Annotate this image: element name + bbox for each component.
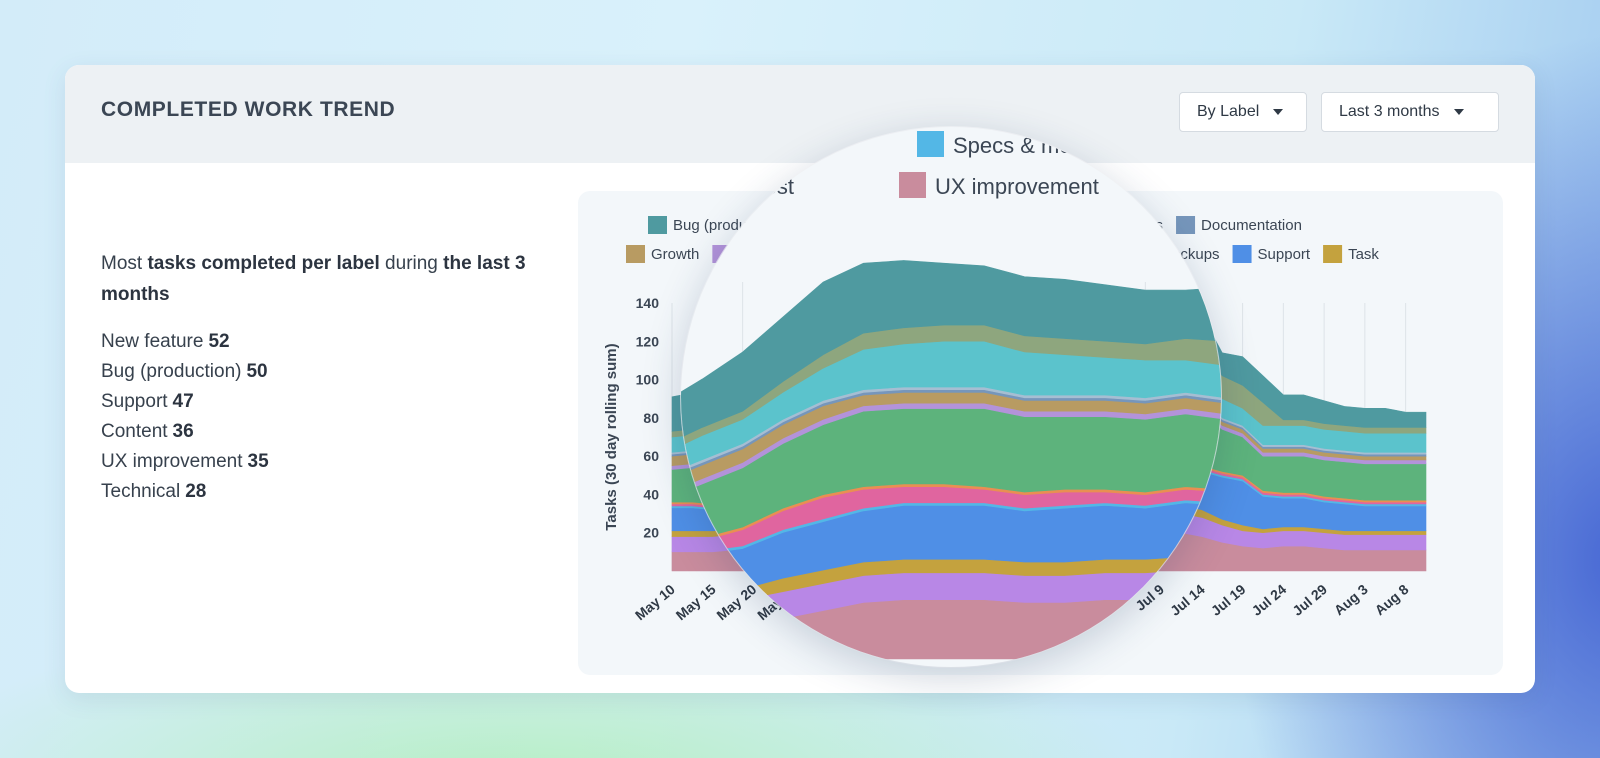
group-by-dropdown[interactable]: By Label	[1179, 92, 1307, 132]
x-tick-label: Jul 29	[1289, 581, 1330, 619]
summary-item: Bug (production) 50	[101, 361, 268, 382]
legend-swatch	[917, 131, 944, 157]
summary-heading: Most tasks completed per label during th…	[101, 253, 526, 305]
legend-swatch	[1176, 216, 1196, 234]
legend-label: Growth	[651, 246, 699, 263]
x-tick-label: May 10	[632, 581, 678, 623]
y-tick-label: 80	[643, 410, 659, 426]
legend-label: Support	[1258, 246, 1311, 263]
legend-swatch	[648, 216, 667, 234]
legend-label: Documentation	[1201, 217, 1302, 234]
legend-swatch	[1232, 245, 1252, 263]
x-tick-label: Aug 3	[1331, 581, 1371, 618]
y-tick-label: 140	[636, 295, 660, 311]
y-tick-label: 40	[643, 486, 659, 502]
legend-swatch	[681, 172, 703, 198]
summary-item: Content 36	[101, 421, 194, 442]
legend-swatch	[899, 172, 926, 198]
legend-swatch	[1323, 245, 1343, 263]
x-tick-label: Aug 8	[1371, 581, 1411, 618]
legend-label: Task	[1348, 246, 1379, 263]
legend-label: UX improvement	[935, 174, 1099, 199]
caret-down-icon	[1273, 109, 1284, 115]
summary-item: UX improvement 35	[101, 451, 269, 472]
y-tick-label: 120	[636, 333, 660, 349]
summary-list: New feature 52 Bug (production) 50 Support…	[101, 327, 269, 507]
card-title: COMPLETED WORK TREND	[101, 98, 396, 121]
card-header: COMPLETED WORK TREND By Label Last 3 mon…	[65, 65, 1535, 163]
area-bug-production	[681, 260, 1221, 438]
summary-item: Support 47	[101, 391, 194, 412]
legend-label: Request	[712, 174, 794, 199]
x-tick-label: Jul 24	[1249, 581, 1290, 619]
y-tick-label: 60	[643, 448, 659, 464]
date-range-dropdown[interactable]: Last 3 months	[1321, 92, 1499, 132]
y-tick-label: 20	[643, 525, 659, 541]
date-range-value: Last 3 months	[1339, 103, 1440, 120]
legend-swatch	[626, 245, 645, 263]
y-axis-title: Tasks (30 day rolling sum)	[603, 343, 620, 530]
caret-down-icon	[1453, 109, 1464, 115]
legend-label: Specs & mockups	[953, 133, 1129, 158]
summary-item: New feature 52	[101, 331, 230, 352]
group-by-value: By Label	[1197, 103, 1260, 120]
summary-item: Technical 28	[101, 481, 207, 502]
y-tick-label: 100	[636, 372, 660, 388]
